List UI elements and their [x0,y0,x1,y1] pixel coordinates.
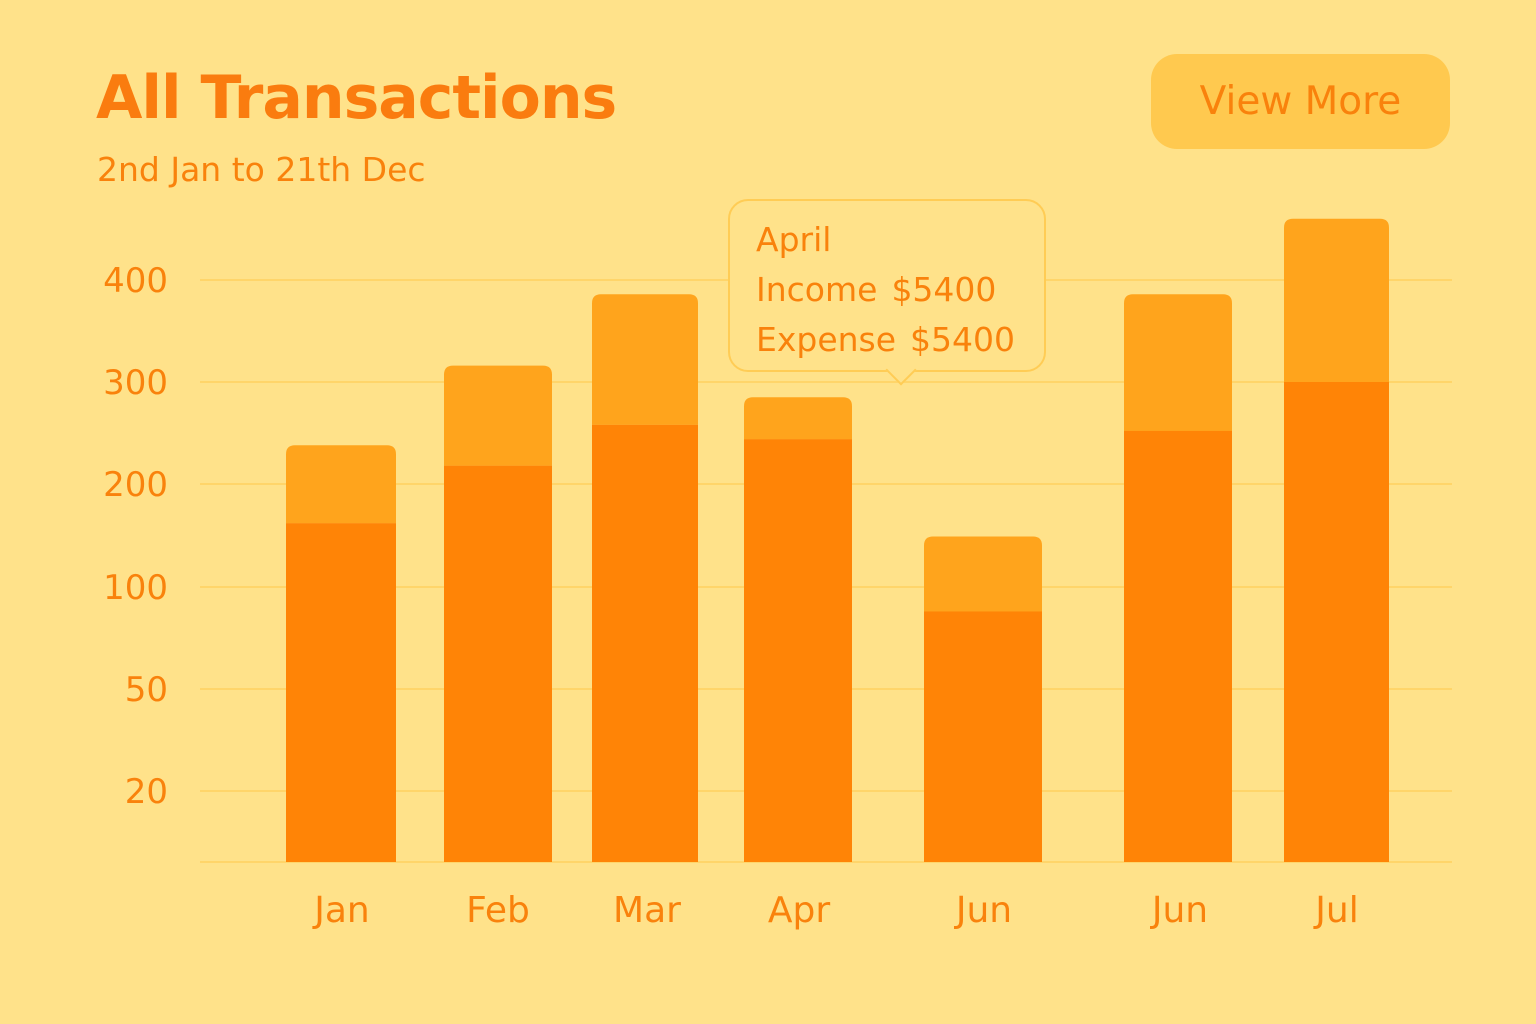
y-tick-label: 200 [103,465,168,505]
page-title: All Transactions [96,63,617,133]
chart-tooltip: April Income $5400 Expense $5400 [728,199,1046,386]
bar-bottom-segment [924,611,1042,862]
x-tick-label: Apr [768,890,830,931]
bar-top-segment [1284,218,1389,382]
tooltip-month: April [756,220,832,259]
view-more-button[interactable]: View More [1151,54,1450,149]
tooltip-expense-row: Expense $5400 [756,315,1044,365]
bar-top-segment [592,294,698,425]
x-tick-label: Feb [466,890,530,931]
bar-top-segment [1124,294,1232,431]
tooltip-income-value: $5400 [891,270,997,309]
x-tick-label: Jun [1150,890,1208,931]
tooltip-income-row: Income $5400 [756,265,1044,315]
y-tick-label: 20 [125,772,168,812]
x-tick-label: Jun [954,890,1012,931]
tooltip-expense-label: Expense [756,320,897,359]
x-tick-label: Jul [1313,890,1358,931]
x-tick-label: Mar [613,890,681,931]
bar-bottom-segment [592,424,698,862]
y-tick-label: 400 [103,261,168,301]
date-range-subtitle: 2nd Jan to 21th Dec [97,150,426,189]
y-tick-label: 300 [103,363,168,403]
y-tick-label: 100 [103,568,168,608]
bar-bottom-segment [1124,430,1232,862]
bar-bottom-segment [444,465,552,862]
bar-bottom-segment [286,523,396,862]
bar-top-segment [744,397,852,440]
bar-bottom-segment [1284,382,1389,862]
y-tick-label: 50 [125,670,168,710]
tooltip-income-label: Income [756,270,878,309]
tooltip-expense-value: $5400 [910,320,1016,359]
bar-top-segment [444,365,552,466]
bar-top-segment [924,536,1042,612]
bar-top-segment [286,445,396,524]
bar-bottom-segment [744,439,852,862]
x-tick-label: Jan [312,890,370,931]
